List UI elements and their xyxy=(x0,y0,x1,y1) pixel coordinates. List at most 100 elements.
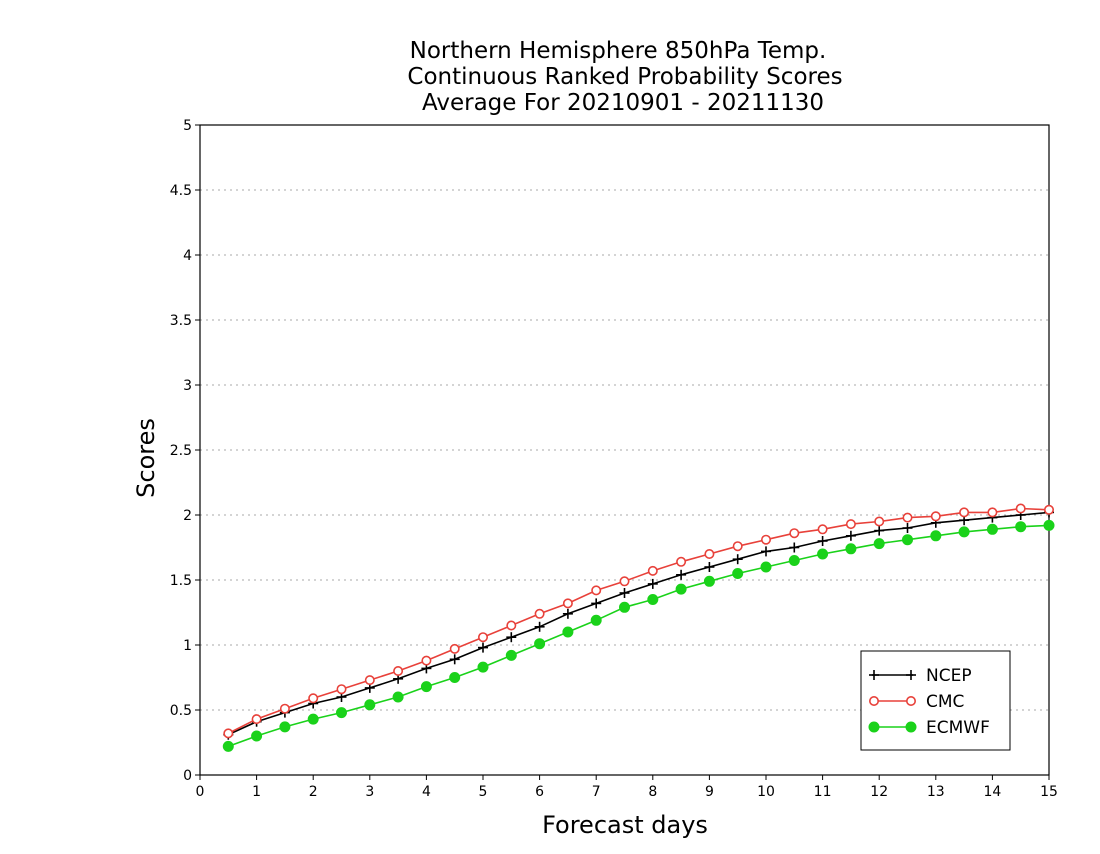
x-axis-title: Forecast days xyxy=(542,811,708,839)
data-point-cmc xyxy=(987,507,998,518)
y-tick-label: 0 xyxy=(183,768,192,784)
y-tick-label: 3.5 xyxy=(170,313,192,329)
data-point-ecmwf xyxy=(420,681,432,693)
y-tick-label: 2 xyxy=(183,508,192,524)
data-point-ncep xyxy=(704,562,715,572)
legend-marker-cmc xyxy=(905,695,916,706)
y-tick-label: 4.5 xyxy=(170,183,192,199)
legend-marker-ecmwf xyxy=(905,721,917,733)
y-tick-label: 2.5 xyxy=(170,443,192,459)
x-tick-label: 15 xyxy=(1040,784,1058,800)
data-point-ncep xyxy=(449,654,460,665)
data-point-ecmwf xyxy=(392,691,404,703)
data-point-cmc xyxy=(421,655,432,666)
x-tick-label: 3 xyxy=(365,784,374,800)
data-point-ncep xyxy=(845,530,856,541)
data-point-ecmwf xyxy=(845,543,857,555)
data-point-ncep xyxy=(789,542,800,553)
data-point-ncep xyxy=(506,632,517,643)
axis-ticks: 00.511.522.533.544.550 1 2 3 4 5 6 7 8 9 10 11 12 13 1… xyxy=(170,118,1058,800)
legend-marker-cmc xyxy=(868,695,879,706)
x-tick-label: 6 xyxy=(535,784,544,800)
data-point-ncep xyxy=(647,578,658,589)
data-point-cmc xyxy=(336,684,347,695)
data-point-ecmwf xyxy=(817,548,829,560)
y-axis-title: Scores xyxy=(132,418,160,498)
data-series xyxy=(222,503,1055,752)
data-point-ncep xyxy=(817,536,828,546)
x-tick-label: 4 xyxy=(422,784,431,800)
x-tick-label: 12 xyxy=(870,784,888,800)
data-point-cmc xyxy=(279,703,290,714)
data-point-cmc xyxy=(364,675,375,686)
x-tick-label: 13 xyxy=(927,784,945,800)
x-tick-label: 14 xyxy=(983,784,1001,800)
data-point-ecmwf xyxy=(930,530,942,542)
legend-marker-ecmwf xyxy=(868,721,880,733)
y-tick-label: 1.5 xyxy=(170,573,192,589)
data-point-ecmwf xyxy=(505,649,517,661)
x-tick-label: 9 xyxy=(705,784,714,800)
x-tick-label: 10 xyxy=(757,784,775,800)
x-tick-label: 0 xyxy=(196,784,205,800)
data-point-ecmwf xyxy=(336,707,347,719)
data-point-cmc xyxy=(1015,503,1026,514)
data-point-cmc xyxy=(817,524,828,535)
legend-label-ecmwf: ECMWF xyxy=(926,718,990,738)
data-point-cmc xyxy=(845,519,856,530)
data-point-ecmwf xyxy=(1043,519,1055,531)
data-point-cmc xyxy=(251,714,262,725)
data-point-ncep xyxy=(478,642,488,653)
x-tick-label: 2 xyxy=(309,784,318,800)
legend-label-cmc: CMC xyxy=(926,692,964,712)
data-point-ecmwf xyxy=(307,713,319,725)
data-point-ecmwf xyxy=(222,740,234,752)
legend-label-ncep: NCEP xyxy=(926,666,972,686)
data-point-ecmwf xyxy=(732,568,744,579)
data-point-cmc xyxy=(393,665,404,676)
data-point-ecmwf xyxy=(958,526,970,538)
y-tick-label: 4 xyxy=(183,248,192,264)
data-point-cmc xyxy=(562,598,573,609)
y-tick-label: 0.5 xyxy=(170,703,192,719)
data-point-ecmwf xyxy=(477,661,489,673)
x-tick-label: 1 xyxy=(252,784,261,800)
data-point-ecmwf xyxy=(364,699,376,711)
data-point-cmc xyxy=(506,620,517,631)
y-tick-label: 5 xyxy=(183,118,192,134)
data-point-cmc xyxy=(449,643,460,654)
legend-marker-ncep xyxy=(906,670,916,680)
data-point-cmc xyxy=(591,585,602,596)
data-point-cmc xyxy=(902,512,913,523)
data-point-ecmwf xyxy=(647,594,659,605)
x-tick-label: 8 xyxy=(648,784,657,800)
data-point-cmc xyxy=(647,565,658,576)
data-point-ecmwf xyxy=(703,575,715,587)
data-point-cmc xyxy=(619,576,630,587)
data-point-ecmwf xyxy=(449,672,461,683)
data-point-cmc xyxy=(534,608,545,619)
legend: NCEP CMC ECMWF xyxy=(860,650,1011,751)
y-tick-label: 3 xyxy=(183,378,192,394)
data-point-cmc xyxy=(760,534,771,545)
series-cmc xyxy=(223,503,1055,739)
data-point-ncep xyxy=(619,588,630,598)
grid-lines xyxy=(200,189,1049,711)
data-point-ncep xyxy=(676,569,687,580)
data-point-ncep xyxy=(761,546,771,557)
y-tick-label: 1 xyxy=(183,638,192,654)
data-point-ecmwf xyxy=(1015,521,1027,533)
data-point-cmc xyxy=(789,528,800,539)
data-point-ncep xyxy=(534,621,545,632)
legend-marker-ncep xyxy=(869,670,879,680)
data-point-ecmwf xyxy=(279,721,291,733)
data-point-cmc xyxy=(477,632,488,643)
data-point-ecmwf xyxy=(788,555,800,566)
data-point-ecmwf xyxy=(590,614,602,626)
data-point-ncep xyxy=(562,608,573,619)
data-point-cmc xyxy=(676,556,687,567)
data-point-ncep xyxy=(902,523,913,533)
data-point-cmc xyxy=(223,728,234,739)
